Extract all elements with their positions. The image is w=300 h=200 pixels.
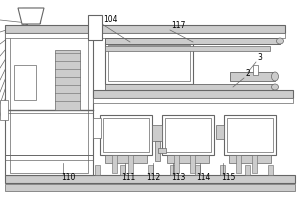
Bar	[268, 165, 273, 175]
Bar	[174, 155, 179, 173]
Bar	[0, 100, 8, 120]
Bar	[236, 155, 241, 173]
Bar	[165, 118, 211, 152]
Bar	[252, 155, 257, 173]
Bar	[158, 148, 166, 153]
Bar	[14, 65, 36, 100]
Bar	[253, 65, 258, 75]
Polygon shape	[18, 8, 44, 24]
Bar	[128, 155, 133, 173]
Bar	[108, 45, 190, 81]
Bar	[88, 15, 102, 40]
Bar	[105, 155, 147, 163]
Bar	[120, 165, 125, 175]
Bar	[105, 46, 270, 51]
Bar	[5, 175, 295, 183]
Bar	[216, 125, 224, 139]
Bar	[105, 84, 275, 90]
Bar	[148, 165, 153, 175]
Bar	[112, 155, 117, 173]
Bar	[227, 118, 273, 152]
Ellipse shape	[272, 84, 278, 90]
Text: 112: 112	[146, 173, 160, 182]
Bar	[5, 30, 93, 175]
Bar	[220, 165, 225, 175]
Bar	[10, 165, 15, 175]
Text: 2: 2	[245, 69, 250, 78]
Text: 114: 114	[196, 173, 210, 182]
Text: 110: 110	[61, 173, 75, 182]
Text: 111: 111	[121, 173, 135, 182]
Bar	[105, 38, 280, 44]
Bar	[155, 141, 160, 161]
Text: 117: 117	[171, 21, 185, 30]
Bar	[170, 165, 175, 175]
Bar	[190, 155, 195, 173]
Ellipse shape	[277, 38, 284, 44]
Bar	[5, 184, 295, 191]
Bar	[55, 50, 80, 110]
Bar	[229, 155, 271, 163]
Bar	[65, 165, 70, 175]
Bar	[95, 165, 100, 175]
Bar	[5, 33, 285, 38]
Bar	[5, 25, 285, 33]
Bar	[245, 165, 250, 175]
Ellipse shape	[272, 72, 278, 81]
Text: 115: 115	[221, 173, 235, 182]
Text: 3: 3	[257, 53, 262, 62]
Bar	[100, 115, 152, 155]
Bar	[224, 115, 276, 155]
Bar	[93, 90, 293, 98]
Bar	[162, 115, 214, 155]
Bar	[103, 118, 149, 152]
Bar	[93, 98, 293, 103]
Text: 113: 113	[171, 173, 185, 182]
Bar	[167, 155, 209, 163]
Text: 104: 104	[103, 15, 118, 24]
Bar	[195, 165, 200, 175]
Bar	[35, 165, 40, 175]
Bar	[152, 125, 162, 141]
Bar	[10, 35, 88, 173]
Bar	[93, 118, 101, 138]
Bar	[230, 72, 275, 81]
Bar	[105, 42, 193, 84]
Bar	[22, 8, 40, 23]
